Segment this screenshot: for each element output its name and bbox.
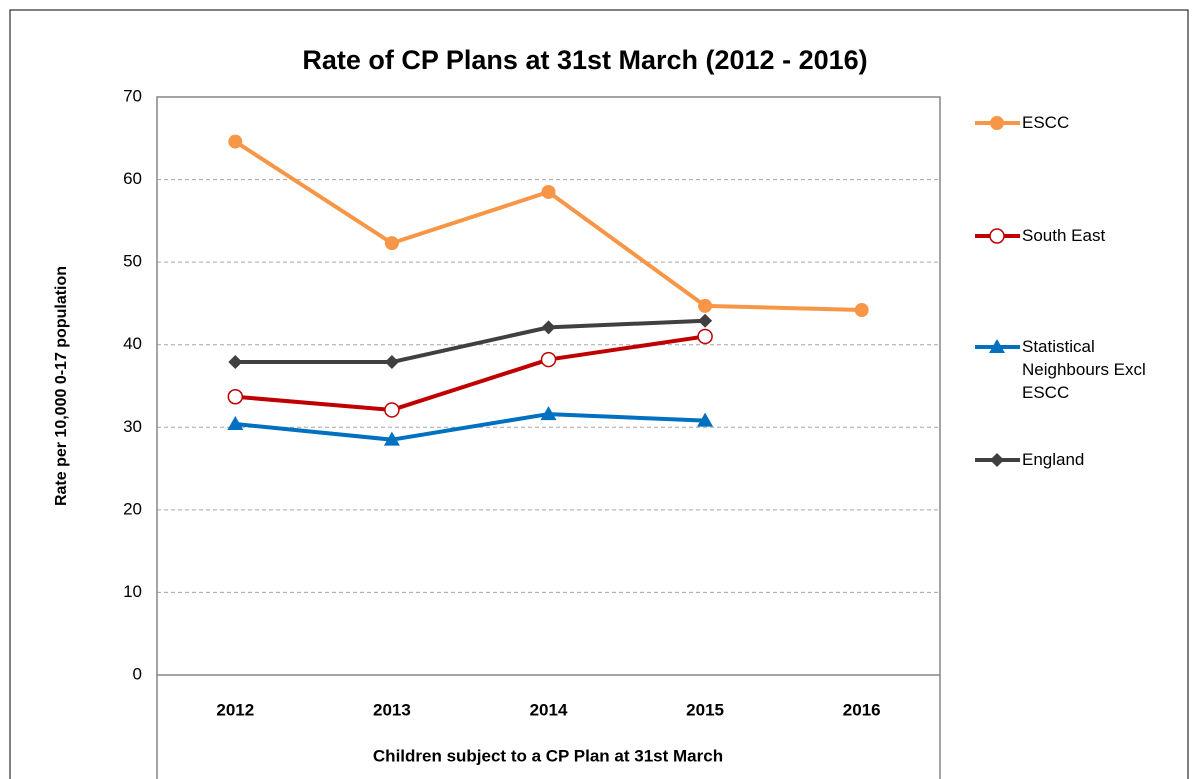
series-line [235,412,706,442]
point [383,431,400,446]
chart-frame [9,9,1189,779]
point [540,406,557,421]
y-tick-label: 30 [123,417,142,436]
plot-border [156,96,941,676]
point [384,355,399,370]
point [541,184,556,199]
x-tick-label: 2016 [843,700,881,719]
x-tick-label: 2014 [530,700,568,719]
y-axis-title: Rate per 10,000 0-17 population [53,266,70,506]
y-tick-label: 40 [123,334,142,353]
point [854,303,869,318]
legend-label: England [1022,450,1085,469]
point [227,415,244,430]
point [228,134,243,149]
y-tick-label: 0 [133,664,142,683]
y-tick-label: 70 [123,86,142,105]
legend-label: South East [1022,226,1106,245]
legend-label: ESCC [1022,113,1070,132]
point [384,402,400,418]
y-tick-label: 50 [123,252,142,271]
point [540,351,557,368]
x-axis-title: Children subject to a CP Plan at 31st Ma… [373,746,723,765]
series-line [234,139,862,313]
point [989,228,1005,244]
point [384,236,399,251]
x-tick-label: 2012 [216,700,254,719]
y-tick-label: 20 [123,499,142,518]
point [541,320,556,335]
y-tick-label: 10 [123,582,142,601]
legend-label: Statistical Neighbours Excl ESCC [1022,337,1146,402]
series-line [235,334,706,412]
point [990,116,1004,130]
x-tick-label: 2013 [373,700,411,719]
point [698,298,713,313]
point [990,453,1004,467]
point [227,388,244,405]
point [228,355,243,370]
point [698,313,713,328]
y-tick-label: 60 [123,169,142,188]
point [989,339,1005,353]
x-tick-label: 2015 [686,700,724,719]
chart-title: Rate of CP Plans at 31st March (2012 - 2… [302,45,867,75]
point [697,328,713,345]
point [697,412,714,427]
series-line [235,318,706,365]
